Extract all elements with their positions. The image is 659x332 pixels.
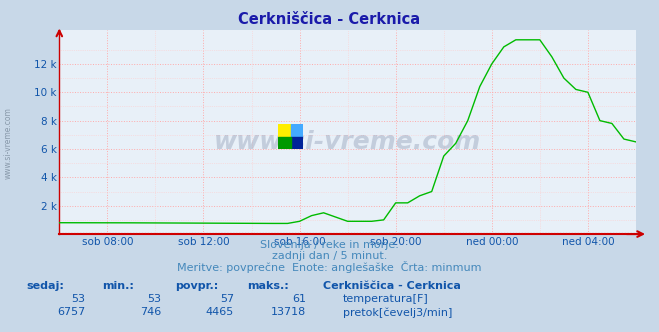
Bar [278,124,291,136]
Text: 4465: 4465 [206,307,234,317]
Text: 6757: 6757 [57,307,86,317]
Text: www.si-vreme.com: www.si-vreme.com [3,107,13,179]
Text: Cerkniščica - Cerknica: Cerkniščica - Cerknica [323,281,461,290]
Text: 53: 53 [72,294,86,304]
Text: povpr.:: povpr.: [175,281,218,290]
Bar [278,136,291,149]
Text: Meritve: povprečne  Enote: anglešaške  Črta: minmum: Meritve: povprečne Enote: anglešaške Črt… [177,261,482,273]
Text: 57: 57 [220,294,234,304]
Text: 13718: 13718 [272,307,306,317]
Text: maks.:: maks.: [247,281,289,290]
Text: sedaj:: sedaj: [26,281,64,290]
Text: 746: 746 [140,307,161,317]
Text: temperatura[F]: temperatura[F] [343,294,428,304]
Text: min.:: min.: [102,281,134,290]
Text: 61: 61 [293,294,306,304]
Text: www.si-vreme.com: www.si-vreme.com [214,130,481,154]
Text: zadnji dan / 5 minut.: zadnji dan / 5 minut. [272,251,387,261]
Text: Slovenija / reke in morje.: Slovenija / reke in morje. [260,240,399,250]
Bar [291,124,303,136]
Text: pretok[čevelj3/min]: pretok[čevelj3/min] [343,307,452,318]
Text: 53: 53 [148,294,161,304]
Text: Cerkniščica - Cerknica: Cerkniščica - Cerknica [239,12,420,27]
Bar [291,136,303,149]
